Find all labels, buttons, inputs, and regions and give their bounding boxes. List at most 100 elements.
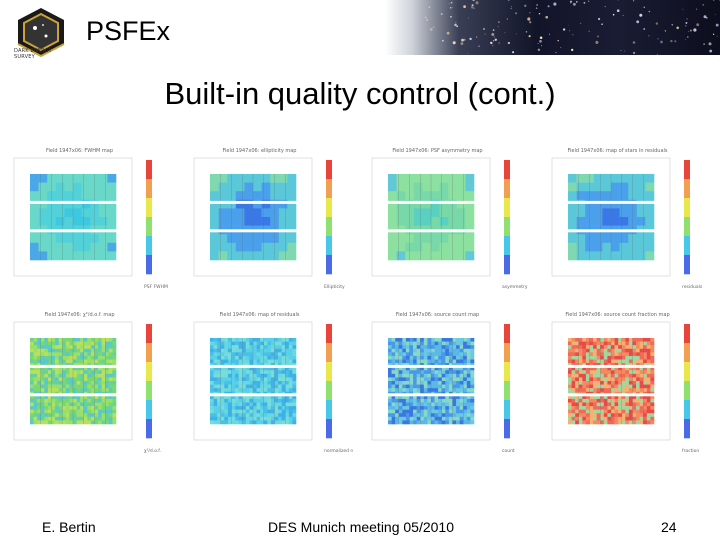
colorbar-segment [326, 400, 332, 420]
ccd-gap-band [386, 229, 476, 233]
colorbar-segment [684, 343, 690, 363]
map-image [30, 338, 117, 425]
colorbar-segment [326, 419, 332, 439]
colorbar-segment [504, 236, 510, 256]
qc-map-title: Field 1947x06: map of stars in residuals [567, 148, 668, 154]
qc-map-plot: count [371, 321, 515, 454]
colorbar-segment [146, 217, 152, 237]
qc-map-panel: Field 1947x06: χ²/d.o.f. map χ²/d.o.f. [8, 312, 173, 457]
qc-map-plot: residuals [551, 157, 703, 290]
colorbar-segment [684, 217, 690, 237]
colorbar-segment [146, 419, 152, 439]
ccd-gap-band [208, 200, 298, 204]
colorbar-segment [504, 381, 510, 401]
colorbar-segment [326, 179, 332, 199]
footer-meeting: DES Munich meeting 05/2010 [268, 519, 454, 535]
ccd-gap-band [28, 393, 118, 397]
colorbar-segment [504, 400, 510, 420]
colorbar-segment [146, 381, 152, 401]
starfield-banner-icon [385, 0, 720, 55]
colorbar-segment [146, 362, 152, 382]
qc-map-title: Field 1947x06: source count map [395, 312, 480, 318]
qc-map-plot: PSF FWHM [13, 157, 168, 290]
qc-map-panel: Field 1947x06: source count map count [366, 312, 531, 457]
ccd-gap-band [566, 364, 656, 368]
colorbar-segment [504, 362, 510, 382]
ccd-gap-band [28, 229, 118, 233]
colorbar-segment [146, 324, 152, 344]
ccd-gap-band [208, 364, 298, 368]
qc-map-plot: fraction [551, 321, 699, 454]
ccd-gap-band [208, 229, 298, 233]
ccd-gap-band [566, 229, 656, 233]
colorbar-segment [504, 217, 510, 237]
colorbar-segment [504, 198, 510, 218]
qc-map-panel: Field 1947x06: ellipticity map Ellipticit… [188, 148, 353, 293]
qc-map-plot: Ellipticity [193, 157, 345, 290]
ccd-gap-band [386, 393, 476, 397]
colorbar-label: count [502, 448, 515, 454]
colorbar-segment [684, 400, 690, 420]
ccd-gap-band [386, 364, 476, 368]
qc-map-panel: Field 1947x06: source count fraction map… [546, 312, 711, 457]
qc-map-plot: χ²/d.o.f. [13, 321, 161, 454]
colorbar-segment [504, 343, 510, 363]
colorbar-segment [326, 217, 332, 237]
logo-text: DARK ENERGY SURVEY [14, 48, 52, 60]
colorbar-segment [146, 179, 152, 199]
slide-title: Built-in quality control (cont.) [164, 76, 556, 111]
colorbar-segment [684, 324, 690, 344]
qc-map-title: Field 1947x06: source count fraction map [565, 312, 670, 318]
colorbar-segment [684, 362, 690, 382]
colorbar-label: fraction [682, 448, 699, 454]
colorbar-segment [326, 362, 332, 382]
page-number: 24 [661, 519, 677, 535]
colorbar-segment [326, 255, 332, 275]
colorbar-label: normalized residuals [324, 448, 353, 454]
qc-map-panel: Field 1947x06: map of stars in residuals… [546, 148, 711, 293]
ccd-gap-band [386, 200, 476, 204]
colorbar-label: asymmetry [502, 284, 528, 290]
qc-map-title: Field 1947x06: FWHM map [45, 148, 114, 154]
colorbar-label: residuals [682, 284, 703, 290]
ccd-gap-band [28, 200, 118, 204]
colorbar-segment [684, 419, 690, 439]
colorbar-segment [326, 381, 332, 401]
colorbar-segment [146, 160, 152, 180]
ccd-gap-band [208, 393, 298, 397]
qc-map-title: Field 1947x06: map of residuals [219, 312, 300, 318]
colorbar-segment [326, 198, 332, 218]
colorbar-segment [146, 236, 152, 256]
colorbar-segment [504, 255, 510, 275]
app-title: PSFEx [86, 16, 171, 46]
colorbar-segment [684, 236, 690, 256]
colorbar-segment [504, 179, 510, 199]
qc-map-title: Field 1947x06: ellipticity map [222, 148, 297, 154]
qc-map-panel: Field 1947x06: PSF asymmetry map asymmetr… [366, 148, 531, 293]
colorbar-label: Ellipticity [324, 284, 345, 290]
colorbar-segment [684, 179, 690, 199]
footer-author: E. Bertin [42, 519, 96, 535]
colorbar-segment [146, 400, 152, 420]
colorbar-segment [684, 198, 690, 218]
colorbar-segment [326, 160, 332, 180]
colorbar-segment [684, 255, 690, 275]
qc-map-plot: asymmetry [371, 157, 528, 290]
colorbar-segment [684, 160, 690, 180]
colorbar-segment [146, 255, 152, 275]
colorbar-label: PSF FWHM [144, 284, 168, 290]
ccd-gap-band [28, 364, 118, 368]
colorbar-segment [326, 324, 332, 344]
colorbar-segment [146, 343, 152, 363]
qc-map-title: Field 1947x06: χ²/d.o.f. map [44, 312, 115, 318]
colorbar-segment [326, 236, 332, 256]
qc-map-panel: Field 1947x06: map of residuals normalize… [188, 312, 353, 457]
colorbar-segment [504, 324, 510, 344]
ccd-gap-band [566, 393, 656, 397]
colorbar-segment [504, 160, 510, 180]
map-image [388, 338, 475, 425]
des-hexagon-logo-icon [17, 8, 65, 58]
colorbar-label: χ²/d.o.f. [144, 448, 161, 454]
colorbar-segment [684, 381, 690, 401]
qc-map-panel: Field 1947x06: FWHM map PSF FWHM [8, 148, 173, 293]
